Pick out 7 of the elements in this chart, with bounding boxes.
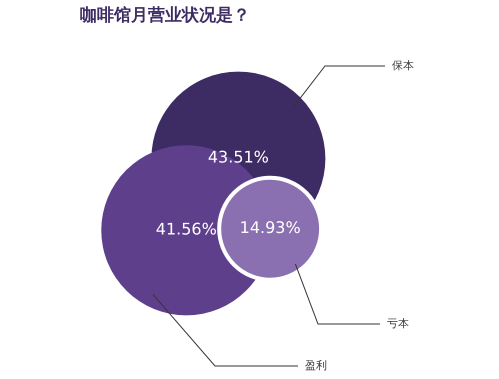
data-label: 41.56% bbox=[156, 219, 217, 238]
text: 咖啡馆月营业状况是？ bbox=[80, 5, 250, 26]
category-label: 盈利 bbox=[305, 358, 327, 372]
data-label: 43.51% bbox=[208, 148, 269, 167]
category-label: 保本 bbox=[392, 58, 414, 72]
data-label: 14.93% bbox=[240, 218, 301, 237]
category-label: 亏本 bbox=[387, 316, 409, 330]
